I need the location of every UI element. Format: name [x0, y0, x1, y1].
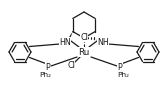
- Text: Ph₂: Ph₂: [39, 72, 51, 78]
- Text: NH: NH: [97, 37, 109, 47]
- Text: P: P: [118, 62, 122, 72]
- Text: Cl: Cl: [67, 61, 75, 70]
- Text: Cl: Cl: [80, 33, 88, 42]
- Text: Ru: Ru: [78, 48, 90, 56]
- Text: P: P: [46, 62, 50, 72]
- Text: HN: HN: [59, 37, 71, 47]
- Polygon shape: [68, 32, 73, 39]
- Text: Ph₂: Ph₂: [117, 72, 129, 78]
